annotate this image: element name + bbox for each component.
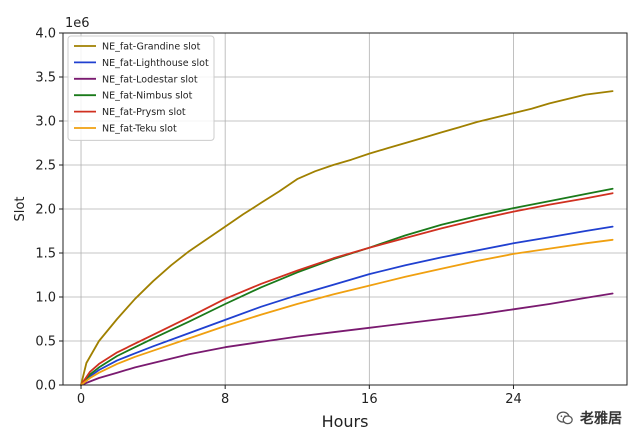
y-tick-label: 2.0 [35,203,56,218]
y-tick-label: 2.5 [35,159,56,174]
x-tick-label: 16 [361,392,378,407]
legend: NE_fat-Grandine slot NE_fat-Lighthouse sl… [67,35,215,141]
series-line [80,292,614,386]
y-tick-label: 0.5 [35,335,56,350]
watermark: 老雅居 [556,408,622,428]
legend-entry: NE_fat-Prysm slot [102,107,186,118]
axis-ticks: 0 8 16 24 0.0 0.5 1.0 1.5 2.0 2.5 3.0 3.5 4.0 [35,27,521,408]
y-tick-label: 0.0 [35,379,56,394]
y-tick-label: 1.0 [35,291,56,306]
series-line [80,225,614,386]
x-tick-label: 8 [221,392,229,407]
y-axis-label: Slot [13,197,28,222]
series-line [80,192,614,386]
legend-entry: NE_fat-Lighthouse slot [102,58,209,69]
legend-entry: NE_fat-Lodestar slot [102,74,198,85]
legend-entry: NE_fat-Teku slot [102,124,177,135]
legend-box [67,35,215,141]
x-tick-label: 24 [505,392,522,407]
legend-entry: NE_fat-Grandine slot [102,42,201,53]
series-lines [80,90,614,386]
y-offset-label: 1e6 [65,16,90,31]
series-line [80,187,614,386]
series-line [80,90,614,386]
legend-entry: NE_fat-Nimbus slot [102,91,193,102]
x-axis-label: Hours [322,412,369,431]
chat-bubble-icon [556,411,573,425]
x-tick-label: 0 [77,392,85,407]
series-line [80,238,614,386]
y-tick-label: 1.5 [35,247,56,262]
y-tick-label: 3.5 [35,71,56,86]
y-tick-label: 3.0 [35,115,56,130]
y-tick-label: 4.0 [35,27,56,42]
watermark-text: 老雅居 [580,411,622,427]
